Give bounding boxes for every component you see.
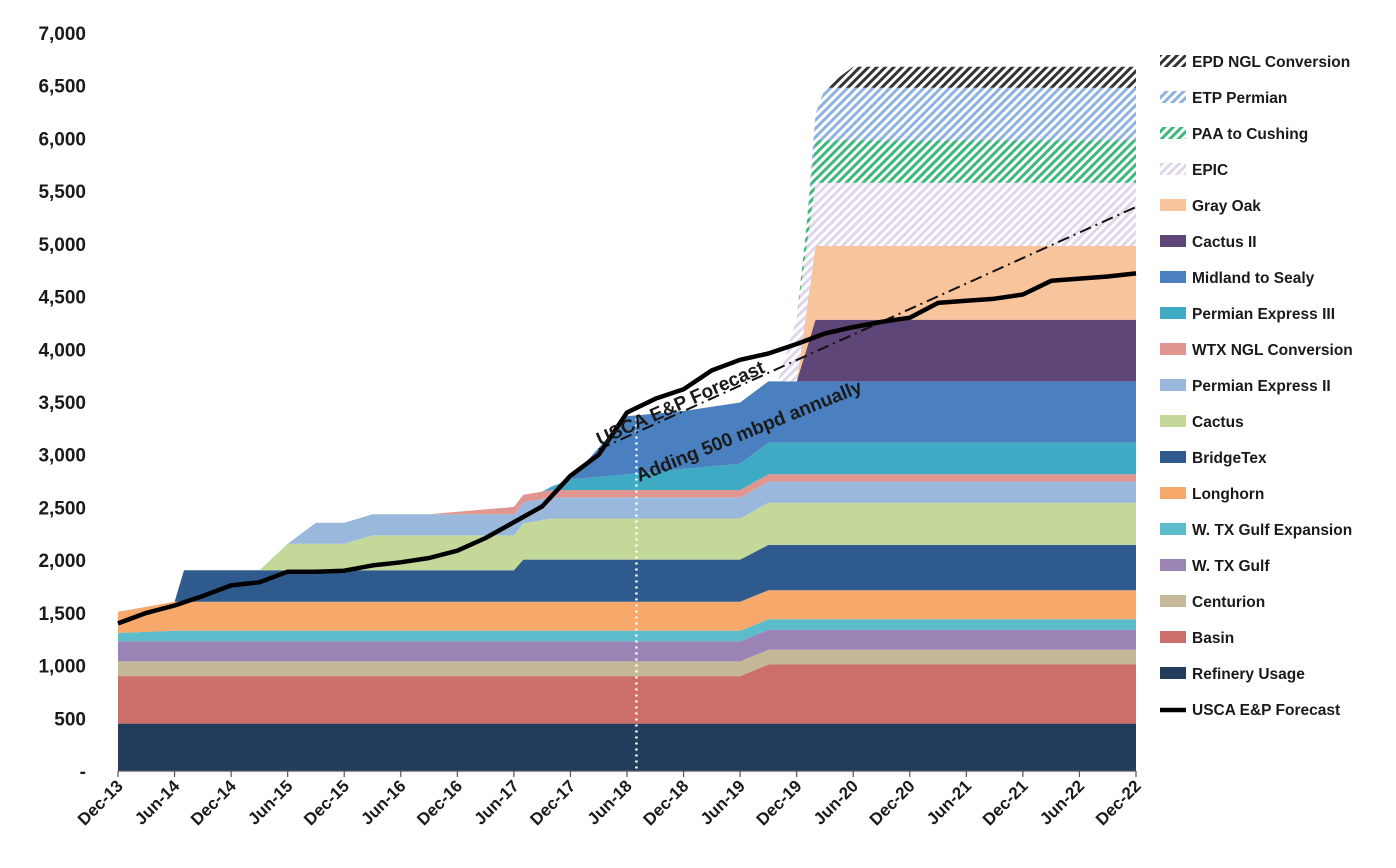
- x-tick-label: Jun-17: [471, 776, 523, 828]
- x-tick-label: Jun-15: [244, 776, 296, 828]
- x-tick-label: Jun-21: [923, 776, 975, 828]
- legend-label-epic: EPIC: [1192, 162, 1228, 179]
- legend-label-epd-ngl-conversion: EPD NGL Conversion: [1192, 54, 1350, 71]
- x-tick-label: Jun-22: [1036, 776, 1088, 828]
- y-tick-label: 5,500: [38, 182, 86, 203]
- y-tick-label: 3,500: [38, 393, 86, 414]
- area-cactus: [259, 502, 1136, 571]
- axes: [117, 770, 1137, 777]
- legend-label-cactus: Cactus: [1192, 414, 1244, 431]
- legend-swatch-epic: [1160, 163, 1186, 175]
- legend-swatch-permian-express-iii: [1160, 307, 1186, 319]
- legend-swatch-paa-to-cushing: [1160, 127, 1186, 139]
- legend-swatch-etp-permian: [1160, 91, 1186, 103]
- legend-swatch-longhorn: [1160, 487, 1186, 499]
- x-tick-label: Dec-17: [526, 776, 579, 829]
- area-w-tx-gulf: [118, 629, 1136, 662]
- legend: EPD NGL Conversion ETP Permian PAA to Cush…: [1160, 54, 1353, 719]
- legend-swatch-cactus-ii: [1160, 235, 1186, 247]
- x-tick-label: Dec-18: [640, 776, 693, 829]
- y-tick-label: 1,500: [38, 604, 86, 625]
- area-epd-ngl-conversion: [824, 66, 1136, 88]
- legend-swatch-bridgetex: [1160, 451, 1186, 463]
- legend-label-refinery-usage: Refinery Usage: [1192, 666, 1305, 683]
- x-tick-label: Dec-20: [866, 776, 919, 829]
- legend-swatch-w-tx-gulf-expansion: [1160, 523, 1186, 535]
- legend-swatch-centurion: [1160, 595, 1186, 607]
- legend-swatch-permian-express-ii: [1160, 379, 1186, 391]
- area-wtx-ngl-conversion: [429, 474, 1137, 515]
- legend-label-w-tx-gulf: W. TX Gulf: [1192, 558, 1270, 575]
- legend-label-etp-permian: ETP Permian: [1192, 90, 1287, 107]
- area-bridgetex: [174, 544, 1137, 602]
- area-w-tx-gulf-expansion: [118, 619, 1136, 642]
- x-tick-label: Dec-13: [74, 776, 127, 829]
- area-midland-to-sealy: [570, 381, 1136, 480]
- legend-label-gray-oak: Gray Oak: [1192, 198, 1261, 215]
- y-tick-label: 3,000: [38, 446, 86, 467]
- legend-swatch-refinery-usage: [1160, 667, 1186, 679]
- legend-label-cactus-ii: Cactus II: [1192, 234, 1257, 251]
- legend-label-permian-express-ii: Permian Express II: [1192, 378, 1331, 395]
- trend-line: [598, 206, 1137, 451]
- y-tick-label: 2,000: [38, 551, 86, 572]
- legend-label-bridgetex: BridgeTex: [1192, 450, 1267, 467]
- y-tick-label: 6,000: [38, 129, 86, 150]
- legend-label-midland-to-sealy: Midland to Sealy: [1192, 270, 1315, 287]
- legend-label-centurion: Centurion: [1192, 594, 1265, 611]
- y-tick-label: 1,000: [38, 657, 86, 678]
- legend-swatch-cactus: [1160, 415, 1186, 427]
- y-tick-label: 6,500: [38, 77, 86, 98]
- x-tick-label: Jun-20: [810, 776, 862, 828]
- forecast-line: [117, 271, 1137, 626]
- y-tick-label: -: [80, 762, 86, 783]
- area-etp-permian: [806, 87, 1136, 230]
- x-tick-label: Dec-15: [300, 776, 353, 829]
- y-tick-label: 500: [54, 709, 86, 730]
- area-cactus-ii: [796, 319, 1136, 382]
- area-permian-express-iii: [542, 442, 1136, 492]
- y-tick-label: 4,000: [38, 340, 86, 361]
- legend-label-basin: Basin: [1192, 630, 1234, 647]
- x-tick-label: Dec-21: [979, 776, 1032, 829]
- area-paa-to-cushing: [796, 140, 1136, 319]
- y-tick-label: 4,500: [38, 288, 86, 309]
- x-tick-label: Dec-14: [187, 776, 240, 829]
- y-tick-label: 5,000: [38, 235, 86, 256]
- area-centurion: [118, 649, 1136, 677]
- legend-label-longhorn: Longhorn: [1192, 486, 1264, 503]
- x-tick-label: Jun-14: [131, 776, 184, 829]
- legend-swatch-epd-ngl-conversion: [1160, 55, 1186, 67]
- y-tick-labels: - 500 1,000 1,500 2,000 2,500 3,000 3,500 4,000 4…: [38, 24, 86, 783]
- overlay-lines: [117, 206, 1137, 771]
- area-refinery-usage: [118, 723, 1136, 771]
- legend-swatch-w-tx-gulf: [1160, 559, 1186, 571]
- x-tick-label: Dec-22: [1092, 776, 1145, 829]
- area-epic: [777, 182, 1136, 382]
- area-longhorn: [118, 590, 1136, 633]
- legend-label-permian-express-iii: Permian Express III: [1192, 306, 1335, 323]
- legend-swatch-basin: [1160, 631, 1186, 643]
- legend-label-paa-to-cushing: PAA to Cushing: [1192, 126, 1308, 143]
- y-tick-label: 2,500: [38, 498, 86, 519]
- x-tick-label: Dec-19: [753, 776, 806, 829]
- x-tick-label: Jun-18: [584, 776, 636, 828]
- legend-label-forecast: USCA E&P Forecast: [1192, 702, 1340, 719]
- legend-label-wtx-ngl-conversion: WTX NGL Conversion: [1192, 342, 1353, 359]
- x-tick-label: Jun-19: [697, 776, 749, 828]
- y-tick-label: 7,000: [38, 24, 86, 45]
- legend-label-w-tx-gulf-expansion: W. TX Gulf Expansion: [1192, 522, 1352, 539]
- legend-swatch-wtx-ngl-conversion: [1160, 343, 1186, 355]
- x-tick-labels: Dec-13 Jun-14 Dec-14 Jun-15 Dec-15 Jun-16 Dec-…: [74, 776, 1145, 829]
- x-tick-label: Jun-16: [357, 776, 409, 828]
- legend-swatch-midland-to-sealy: [1160, 271, 1186, 283]
- x-tick-label: Dec-16: [413, 776, 466, 829]
- legend-swatch-gray-oak: [1160, 199, 1186, 211]
- area-basin: [118, 664, 1136, 724]
